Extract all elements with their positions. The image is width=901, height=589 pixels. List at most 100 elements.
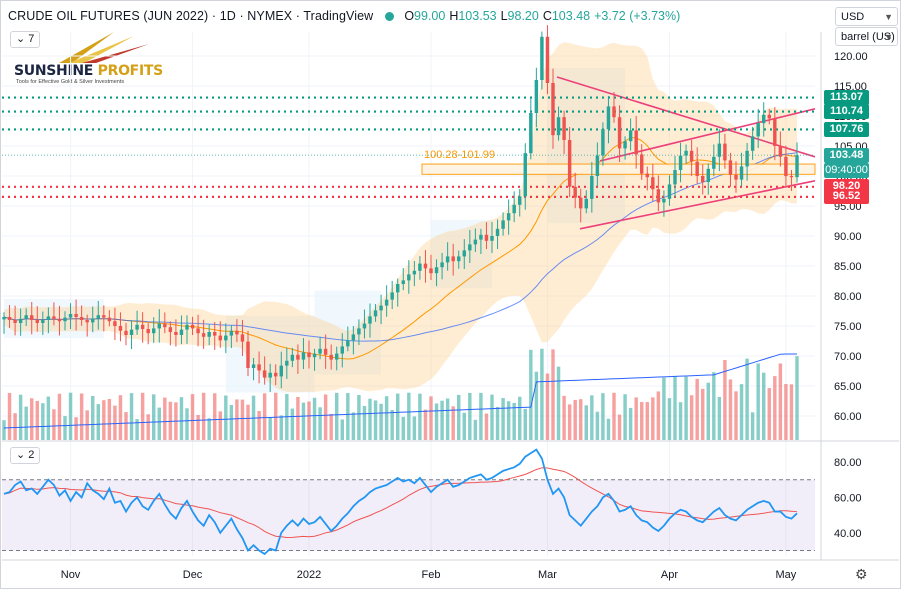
indicators-toggle[interactable]: ⌄ 7	[10, 31, 41, 48]
candle-body	[396, 284, 400, 293]
candle-body	[46, 316, 51, 320]
volume-bar	[529, 349, 533, 440]
volume-bar	[240, 399, 245, 440]
chart-header: CRUDE OIL FUTURES (JUN 2022) · 1D · NYME…	[8, 6, 684, 26]
volume-bar	[762, 372, 766, 440]
volume-bar	[335, 392, 339, 440]
volume-bar	[423, 409, 428, 440]
candle-body	[451, 256, 455, 262]
candle-body	[102, 315, 106, 318]
price-level-tag: 96.52	[824, 189, 869, 205]
volume-bar	[789, 384, 794, 440]
volume-bar	[717, 396, 722, 440]
volume-bar	[506, 401, 511, 440]
volume-bar	[684, 376, 688, 440]
candle-body	[495, 228, 500, 236]
volume-bar	[501, 398, 505, 440]
logo-name: SUNSHINE PROFITS	[14, 63, 163, 79]
candle-body	[129, 329, 134, 335]
volume-bar	[351, 412, 356, 440]
volume-bar	[407, 392, 411, 440]
candle-body	[767, 114, 771, 119]
volume-bar	[534, 371, 539, 440]
candle-body	[634, 130, 638, 155]
volume-bar	[68, 392, 73, 440]
candle-body	[445, 256, 450, 263]
candle-body	[107, 317, 112, 322]
rsi-toggle[interactable]: ⌄ 2	[10, 447, 41, 464]
candle-body	[512, 204, 516, 214]
high-key: H	[449, 9, 459, 23]
candle-body	[556, 117, 561, 136]
volume-bar	[490, 394, 494, 440]
volume-bar	[318, 407, 322, 440]
candle-body	[63, 317, 67, 322]
candle-body	[379, 305, 383, 311]
volume-bar	[778, 363, 783, 440]
candle-body	[506, 213, 511, 221]
candle-body	[662, 198, 666, 203]
symbol-title[interactable]: CRUDE OIL FUTURES (JUN 2022) · 1D · NYME…	[8, 9, 374, 23]
volume-bar	[312, 397, 317, 440]
volume-bar	[706, 382, 710, 440]
close-value: 103.48	[551, 9, 591, 23]
volume-bar	[91, 396, 95, 440]
candle-body	[301, 352, 306, 360]
volume-bar	[13, 413, 17, 440]
volume-bar	[18, 394, 23, 440]
volume-bar	[451, 406, 455, 440]
candle-body	[584, 198, 588, 209]
candles-layer	[2, 25, 799, 392]
volume-bar	[107, 398, 112, 440]
price-tick-label: 70.00	[834, 351, 862, 363]
candle-body	[440, 262, 444, 268]
price-tick-label: 65.00	[834, 381, 862, 393]
candle-body	[762, 114, 766, 124]
volume-bar	[118, 395, 123, 440]
candle-body	[290, 354, 295, 361]
candle-body	[262, 370, 267, 378]
volume-bar	[373, 400, 378, 440]
volume-bar	[296, 396, 300, 440]
volume-bar	[362, 405, 367, 440]
currency-select[interactable]: USD ▼	[835, 7, 898, 26]
volume-bar	[767, 387, 771, 440]
candle-body	[74, 314, 78, 317]
volume-bar	[689, 395, 694, 440]
candle-body	[274, 372, 278, 377]
volume-bar	[579, 399, 583, 440]
volume-bar	[41, 403, 45, 440]
volume-bar	[662, 377, 666, 440]
volume-bar	[274, 392, 278, 440]
volume-bar	[623, 394, 627, 440]
volume-bar	[590, 395, 594, 440]
candle-body	[24, 315, 28, 319]
indicators-count: 7	[28, 33, 35, 45]
candle-body	[745, 150, 749, 167]
volume-bar	[146, 414, 150, 440]
volume-bar	[357, 395, 361, 440]
candle-body	[484, 234, 489, 241]
volume-bar	[368, 398, 372, 440]
volume-bar	[379, 403, 383, 440]
candle-body	[368, 316, 372, 324]
volume-bar	[773, 376, 777, 440]
zone-label: 100.28-101.99	[424, 149, 495, 161]
volume-bar	[113, 405, 117, 440]
volume-bar	[213, 393, 217, 440]
candle-body	[784, 156, 788, 176]
candle-body	[434, 267, 439, 274]
unit-select[interactable]: barrel (US) ▼	[835, 27, 898, 46]
candle-body	[235, 330, 239, 335]
candle-body	[501, 220, 505, 229]
candle-body	[656, 189, 661, 203]
open-value: 99.00	[414, 9, 446, 23]
last-price-tag: 103.48	[824, 147, 869, 163]
volume-bar	[346, 393, 350, 440]
volume-bar	[584, 405, 588, 440]
triangle-trendline	[556, 76, 816, 158]
volume-bar	[562, 395, 566, 440]
volume-bar	[57, 393, 62, 440]
settings-gear-icon[interactable]: ⚙	[855, 566, 868, 582]
